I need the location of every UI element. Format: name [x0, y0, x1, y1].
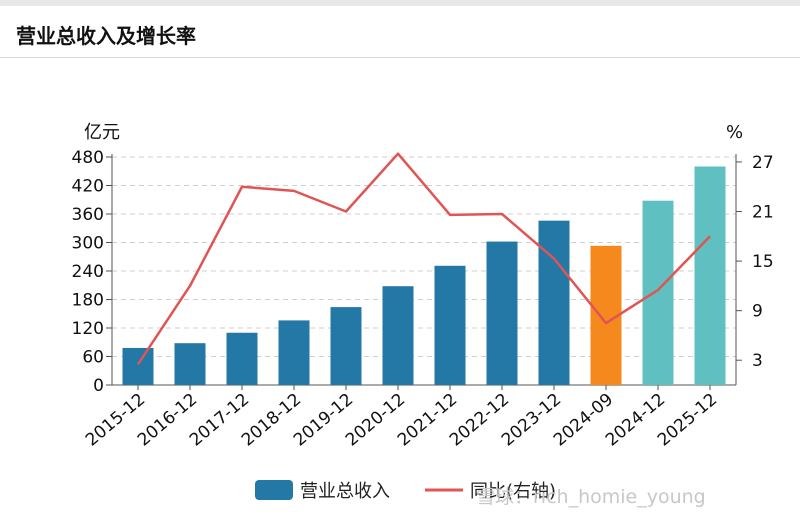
y-left-tick-label: 120 — [72, 319, 104, 339]
legend-bar-label: 营业总收入 — [300, 481, 390, 502]
y-right-tick-label: 21 — [752, 203, 774, 223]
y-left-tick-label: 180 — [72, 291, 104, 311]
y-left-tick-label: 300 — [72, 234, 104, 254]
y-right-tick-label: 9 — [752, 302, 763, 322]
y-right-tick-label: 27 — [752, 153, 774, 173]
bar-2017-12 — [226, 332, 258, 385]
growth-rate-line — [136, 152, 711, 366]
x-tick-label: 2025-12 — [654, 390, 721, 451]
y-left-axis-label: 亿元 — [84, 122, 120, 143]
legend-line-label: 同比(右轴) — [470, 481, 556, 502]
chart-header: 营业总收入及增长率 — [0, 6, 800, 58]
legend-bar-swatch — [255, 480, 293, 500]
y-right-tick-label: 3 — [752, 351, 763, 371]
y-left-tick-label: 480 — [72, 148, 104, 168]
bar-2019-12 — [330, 307, 362, 385]
bar-2016-12 — [174, 343, 206, 385]
y-right-axis-label: % — [726, 122, 743, 143]
y-right-tick-label: 15 — [752, 252, 774, 272]
bar-2025-12 — [694, 166, 726, 385]
bar-2024-12 — [642, 200, 674, 385]
y-left-tick-label: 60 — [82, 348, 104, 368]
bar-2015-12 — [122, 347, 154, 385]
bar-2022-12 — [486, 241, 518, 385]
y-left-tick-label: 240 — [72, 262, 104, 282]
watermark-text: 雪球：rich_homie_young — [476, 486, 706, 508]
y-left-tick-label: 0 — [93, 376, 104, 396]
chart-title: 营业总收入及增长率 — [16, 24, 196, 48]
y-left-tick-label: 420 — [72, 177, 104, 197]
top-strip — [0, 0, 800, 6]
bar-2021-12 — [434, 265, 466, 385]
bar-2018-12 — [278, 320, 310, 385]
bar-2020-12 — [382, 286, 414, 385]
y-left-tick-label: 360 — [72, 205, 104, 225]
bar-2023-12 — [538, 220, 570, 385]
